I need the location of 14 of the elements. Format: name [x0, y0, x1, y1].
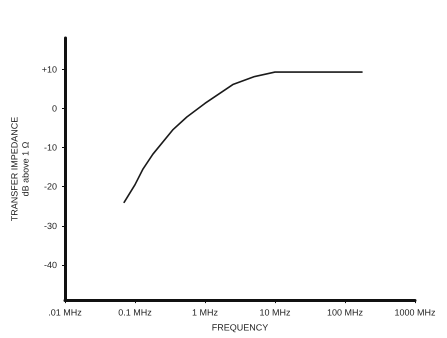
y-tick-label: -10	[44, 142, 57, 153]
y-tick-label: -40	[44, 260, 57, 270]
y-tick-label: -20	[44, 182, 57, 192]
x-tick-label: 1 MHz	[192, 308, 218, 318]
x-tick-label: 10 MHz	[259, 308, 291, 318]
y-axis-title: TRANSFER IMPEDANCE dB above 1 Ω	[9, 116, 30, 222]
x-tick-label: 100 MHz	[326, 308, 364, 318]
x-axis-title: FREQUENCY	[212, 322, 268, 332]
y-tick-label: 0	[52, 103, 57, 114]
x-tick-label: .01 MHz	[48, 308, 82, 318]
x-tick-label: 0.1 MHz	[118, 308, 152, 318]
y-tick-label: -30	[44, 220, 57, 231]
y-tick-label: +10	[42, 64, 57, 74]
x-tick-label: 1000 MHz	[394, 308, 436, 318]
